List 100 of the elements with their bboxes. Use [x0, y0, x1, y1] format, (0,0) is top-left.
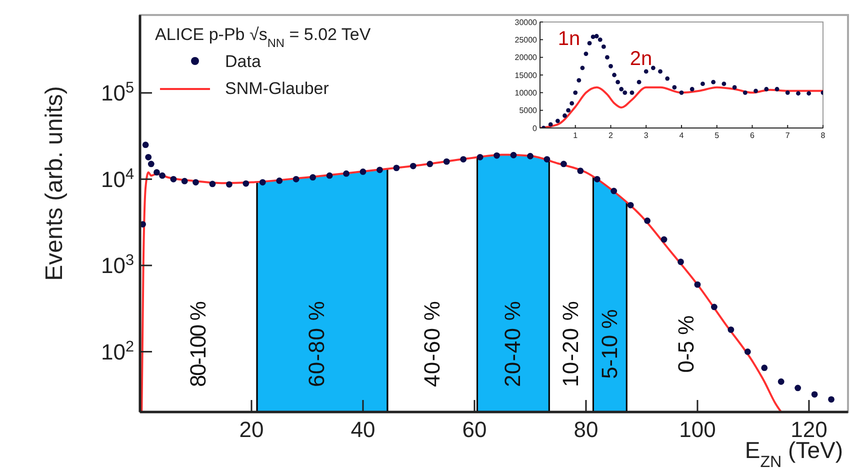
- point: [785, 90, 790, 95]
- point: [544, 156, 550, 162]
- point: [510, 152, 517, 158]
- point: [690, 86, 694, 92]
- point: [170, 176, 177, 182]
- x-tick-label: 40: [350, 417, 376, 442]
- x-tick-label: 20: [239, 417, 264, 442]
- x-tick-label: 3: [644, 131, 649, 140]
- point: [410, 162, 416, 170]
- point: [594, 34, 599, 38]
- point: [616, 80, 620, 84]
- legend-label: Data: [225, 52, 262, 71]
- point: [360, 168, 366, 175]
- point: [226, 181, 232, 188]
- band-label: 60-80 %: [304, 301, 330, 387]
- y-axis-title: Events (arb. units): [41, 86, 68, 281]
- point: [594, 176, 600, 182]
- point: [711, 80, 716, 84]
- point: [527, 152, 534, 160]
- point: [159, 172, 166, 179]
- point: [566, 108, 570, 113]
- point: [732, 85, 737, 90]
- point: [580, 66, 585, 70]
- point: [548, 122, 553, 127]
- y-tick-label: 15000: [514, 70, 538, 80]
- point: [292, 176, 300, 182]
- x-tick-label: 1: [573, 131, 578, 140]
- point: [754, 88, 758, 94]
- y-tick-label: 10$^{3}$: [100, 252, 134, 278]
- x-tick-label: 7: [785, 131, 790, 140]
- line-series: [140, 154, 782, 412]
- point: [651, 66, 656, 70]
- band-label: 20-40 %: [500, 301, 526, 387]
- point: [476, 154, 484, 160]
- y-tick-label: 5000: [519, 106, 538, 116]
- point: [764, 86, 769, 92]
- point: [612, 72, 616, 78]
- x-tick-label: 5: [714, 131, 720, 140]
- point: [555, 118, 560, 124]
- band-label: 10-20 %: [558, 301, 584, 387]
- point: [744, 348, 751, 355]
- point: [393, 164, 400, 172]
- annotation: 1n: [558, 28, 580, 50]
- point: [711, 304, 718, 310]
- point: [460, 156, 467, 162]
- point: [343, 170, 350, 177]
- y-tick-label: 0: [532, 124, 538, 133]
- point: [142, 142, 149, 148]
- point: [326, 172, 333, 179]
- point: [587, 41, 592, 46]
- point: [828, 396, 834, 403]
- point: [627, 202, 634, 208]
- band-label: 0-5 %: [674, 315, 699, 373]
- point: [601, 44, 606, 49]
- point: [584, 52, 588, 56]
- point: [443, 158, 450, 165]
- point: [644, 69, 648, 74]
- x-tick-label: 8: [820, 131, 826, 140]
- y-tick-label: 10$^{5}$: [100, 79, 134, 106]
- point: [145, 154, 152, 160]
- point: [622, 90, 628, 95]
- point: [148, 160, 154, 168]
- point: [694, 281, 701, 288]
- y-tick-label: 30000: [514, 18, 538, 27]
- point: [761, 364, 768, 372]
- point: [778, 378, 784, 385]
- point: [605, 55, 610, 60]
- point: [636, 80, 642, 84]
- point: [209, 180, 216, 188]
- point: [494, 152, 500, 159]
- point: [426, 160, 434, 168]
- point: [598, 37, 602, 42]
- point: [728, 326, 734, 333]
- point: [806, 91, 812, 96]
- point: [576, 78, 582, 82]
- point: [630, 90, 634, 95]
- legend-label: SNM-Glauber: [225, 79, 330, 98]
- x-tick-label: 80: [574, 417, 598, 442]
- point: [665, 76, 670, 81]
- band-label: 80-100 %: [186, 301, 211, 387]
- point: [181, 178, 188, 184]
- y-tick-label: 10000: [514, 88, 538, 98]
- point: [573, 90, 578, 95]
- point: [700, 82, 705, 86]
- x-tick-label: 60: [462, 417, 487, 442]
- point: [192, 179, 199, 186]
- x-tick-label: 100: [679, 417, 716, 442]
- x-tick-label: 4: [679, 131, 684, 140]
- point: [794, 384, 802, 392]
- point: [658, 69, 662, 74]
- x-tick-label: 2: [608, 131, 614, 140]
- point: [310, 174, 316, 181]
- y-tick-label: 20000: [514, 53, 538, 62]
- y-tick-label: 10$^{2}$: [100, 338, 134, 364]
- y-tick-label: 25000: [514, 35, 538, 44]
- point: [796, 91, 800, 96]
- point: [742, 90, 748, 95]
- point: [570, 101, 574, 106]
- point: [276, 178, 283, 184]
- point: [811, 391, 818, 398]
